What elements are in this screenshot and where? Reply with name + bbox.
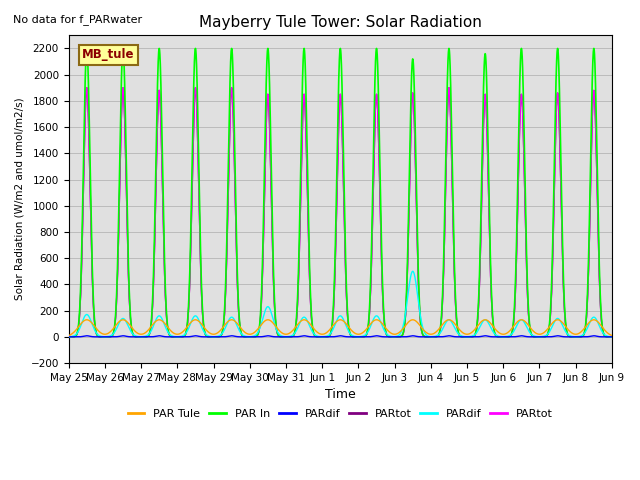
Legend: PAR Tule, PAR In, PARdif, PARtot, PARdif, PARtot: PAR Tule, PAR In, PARdif, PARtot, PARdif…	[124, 404, 557, 423]
X-axis label: Time: Time	[325, 388, 356, 401]
Text: MB_tule: MB_tule	[82, 48, 135, 61]
Y-axis label: Solar Radiation (W/m2 and umol/m2/s): Solar Radiation (W/m2 and umol/m2/s)	[15, 98, 25, 300]
Title: Mayberry Tule Tower: Solar Radiation: Mayberry Tule Tower: Solar Radiation	[199, 15, 482, 30]
Text: No data for f_PARwater: No data for f_PARwater	[13, 14, 142, 25]
